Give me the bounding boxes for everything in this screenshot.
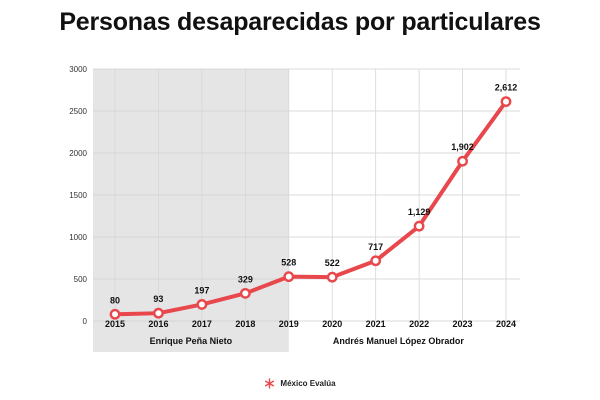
x-tick-2016: 2016 — [148, 319, 168, 329]
period-label-1: Andrés Manuel López Obrador — [333, 336, 465, 346]
data-label-2021: 717 — [368, 242, 383, 252]
series-line — [109, 96, 512, 320]
series-line-path — [113, 99, 508, 317]
x-tick-2024: 2024 — [496, 319, 516, 329]
data-point-2016 — [153, 307, 164, 319]
data-point-2018 — [239, 287, 251, 299]
y-tick-1000: 1000 — [69, 233, 87, 242]
y-axis: 0 500 1000 1500 2000 2500 3000 — [69, 65, 87, 326]
period-labels: Enrique Peña Nieto Andrés Manuel López Ob… — [150, 336, 465, 346]
y-tick-1500: 1500 — [69, 191, 87, 200]
x-tick-2018: 2018 — [235, 319, 255, 329]
data-label-2019: 528 — [281, 258, 296, 268]
x-axis: 2015 2016 2017 2018 2019 2020 2021 2022 2023 2024 — [105, 319, 516, 329]
period-label-0: Enrique Peña Nieto — [150, 336, 233, 346]
x-tick-2023: 2023 — [453, 319, 473, 329]
data-point-2019 — [283, 271, 295, 283]
y-tick-2500: 2500 — [69, 107, 87, 116]
y-tick-500: 500 — [74, 275, 88, 284]
x-tick-2015: 2015 — [105, 319, 125, 329]
data-label-2023: 1,902 — [451, 142, 474, 152]
data-point-2017 — [196, 299, 208, 310]
period-shade-0 — [93, 69, 289, 352]
data-label-2015: 80 — [110, 295, 120, 305]
x-tick-2017: 2017 — [192, 319, 212, 329]
asterisk-logo-icon — [265, 378, 275, 389]
data-label-2018: 329 — [238, 274, 253, 284]
y-tick-2000: 2000 — [69, 149, 87, 158]
logo-arm-5 — [269, 380, 275, 385]
data-label-2017: 197 — [194, 285, 209, 295]
x-tick-2019: 2019 — [279, 319, 299, 329]
data-point-2021 — [370, 255, 382, 267]
grid-lines — [93, 68, 520, 322]
data-point-2015 — [109, 308, 121, 320]
data-point-2023 — [457, 155, 468, 167]
x-tick-2021: 2021 — [366, 319, 386, 329]
x-tick-2020: 2020 — [322, 319, 342, 329]
data-label-2024: 2,612 — [495, 83, 518, 93]
data-point-2022 — [413, 220, 425, 232]
brand-name: México Evalúa — [280, 379, 336, 388]
period-shading — [93, 69, 289, 352]
data-labels: 80 93 197 329 528 522 717 1,129 1,902 2,612 — [110, 83, 517, 306]
x-tick-2022: 2022 — [409, 319, 429, 329]
data-label-2020: 522 — [325, 258, 340, 268]
data-point-2024 — [500, 96, 512, 107]
chart-title: Personas desaparecidas por particulares — [59, 8, 541, 36]
data-label-2022: 1,129 — [408, 207, 431, 217]
data-label-2016: 93 — [153, 294, 163, 304]
footer: México Evalúa — [0, 378, 600, 389]
data-point-2020 — [326, 271, 338, 283]
y-tick-0: 0 — [83, 317, 88, 326]
y-tick-3000: 3000 — [69, 65, 87, 74]
